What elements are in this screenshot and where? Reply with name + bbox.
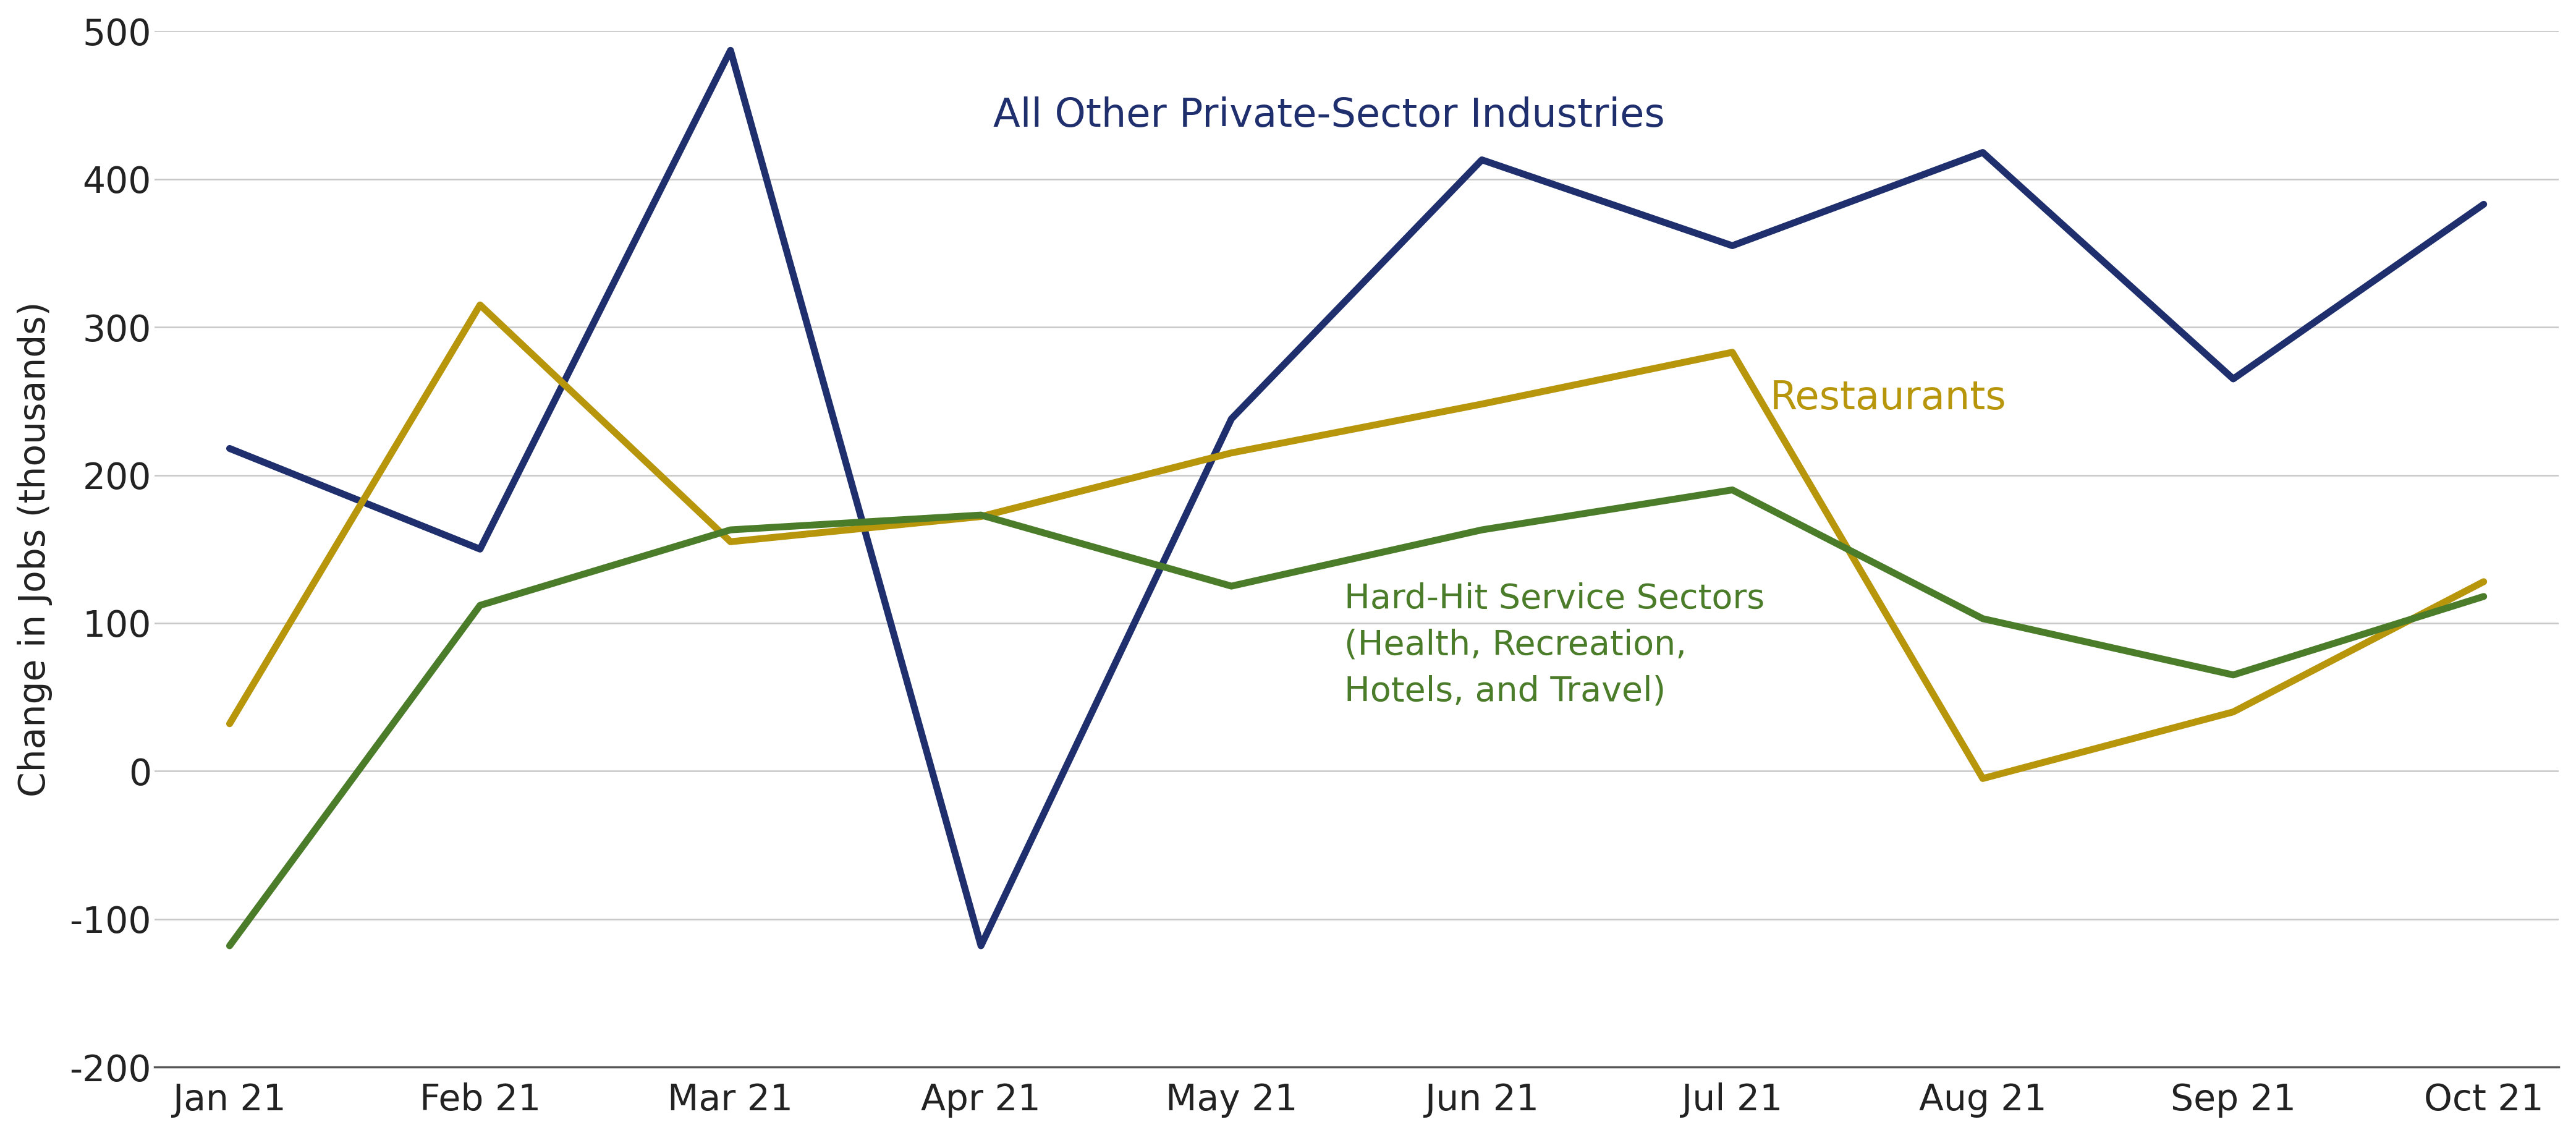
Text: Restaurants: Restaurants: [1770, 379, 2007, 418]
Text: Hard-Hit Service Sectors
(Health, Recreation,
Hotels, and Travel): Hard-Hit Service Sectors (Health, Recrea…: [1345, 582, 1765, 708]
Text: All Other Private-Sector Industries: All Other Private-Sector Industries: [994, 96, 1664, 135]
Y-axis label: Change in Jobs (thousands): Change in Jobs (thousands): [18, 302, 52, 797]
